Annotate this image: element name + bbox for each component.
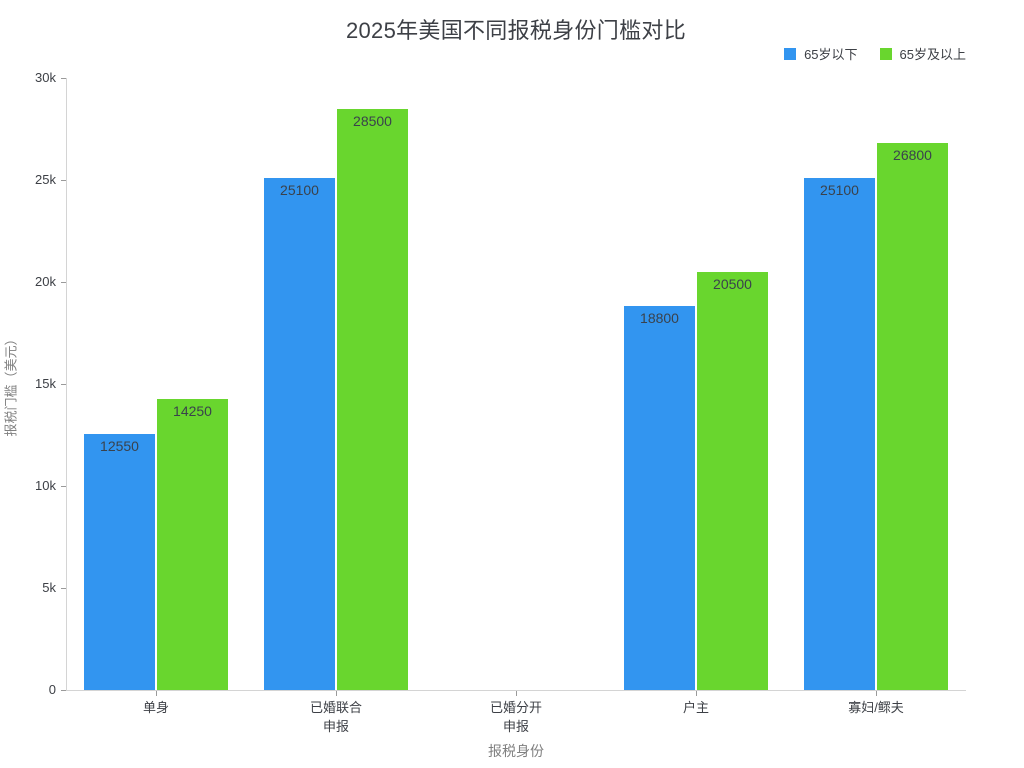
y-tick-mark	[61, 588, 66, 589]
y-tick-mark	[61, 78, 66, 79]
y-tick-label: 10k	[35, 478, 56, 493]
bar-65-plus-0[interactable]	[157, 399, 228, 690]
y-tick-mark	[61, 486, 66, 487]
bar-value-label: 14250	[173, 403, 212, 420]
y-tick-label: 0	[48, 682, 56, 697]
x-tick-mark	[336, 691, 337, 696]
y-tick-mark	[61, 180, 66, 181]
bar-65-plus-3[interactable]	[697, 271, 768, 690]
bar-under-65-1[interactable]	[264, 177, 335, 690]
x-category-label: 户主	[682, 700, 709, 715]
bar-value-label: 20500	[713, 275, 752, 292]
y-tick-label: 25k	[35, 172, 56, 187]
x-tick-mark	[876, 691, 877, 696]
chart-title: 2025年美国不同报税身份门槛对比	[345, 18, 687, 43]
legend-color-swatch	[879, 47, 892, 60]
x-category-label: 寡妇/鳏夫	[848, 700, 904, 715]
y-tick-mark	[61, 282, 66, 283]
bar-under-65-4[interactable]	[804, 177, 875, 690]
y-tick-label: 30k	[35, 70, 56, 85]
bar-value-label: 12550	[100, 437, 139, 454]
x-tick-mark	[516, 691, 517, 696]
x-axis-line	[66, 690, 966, 691]
bar-65-plus-4[interactable]	[877, 143, 948, 690]
bar-value-label: 25100	[820, 181, 859, 198]
x-category-label: 已婚联合 申报	[309, 700, 362, 734]
legend-color-swatch	[784, 47, 797, 60]
legend-label: 65岁以下	[804, 47, 858, 62]
legend-item-under-65[interactable]: 65岁以下	[784, 44, 858, 63]
x-tick-mark	[696, 691, 697, 696]
bar-65-plus-1[interactable]	[337, 108, 408, 690]
y-tick-label: 15k	[35, 376, 56, 391]
y-axis-line	[66, 78, 67, 690]
x-tick-mark	[156, 691, 157, 696]
y-tick-mark	[61, 690, 66, 691]
y-tick-mark	[61, 384, 66, 385]
bar-under-65-3[interactable]	[624, 306, 695, 690]
bar-value-label: 25100	[280, 181, 319, 198]
x-category-label: 单身	[142, 700, 169, 715]
x-axis-title: 报税身份	[488, 743, 544, 759]
bar-value-label: 18800	[640, 310, 679, 327]
bar-value-label: 28500	[353, 112, 392, 129]
bar-value-label: 26800	[893, 147, 932, 164]
legend-label: 65岁及以上	[899, 47, 966, 62]
legend: 65岁以下 65岁及以上	[66, 44, 966, 63]
bar-under-65-0[interactable]	[84, 433, 155, 690]
y-tick-label: 20k	[35, 274, 56, 289]
legend-item-65-plus[interactable]: 65岁及以上	[879, 44, 966, 63]
x-category-label: 已婚分开 申报	[489, 700, 542, 734]
y-tick-label: 5k	[42, 580, 56, 595]
